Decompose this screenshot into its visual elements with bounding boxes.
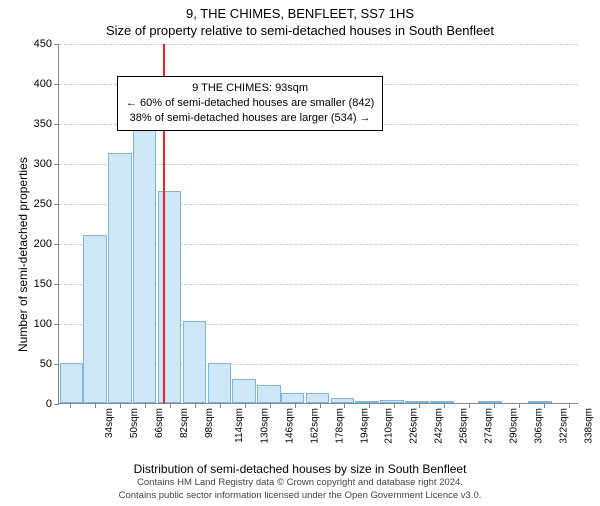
histogram-bar	[232, 379, 256, 403]
x-tick-mark	[95, 403, 96, 408]
annotation-line3: 38% of semi-detached houses are larger (…	[126, 111, 374, 126]
y-tick-label: 250	[12, 198, 52, 210]
annotation-line1: 9 THE CHIMES: 93sqm	[126, 81, 374, 96]
histogram-bar	[306, 393, 330, 403]
x-axis-label: Distribution of semi-detached houses by …	[0, 462, 600, 476]
x-tick-label: 50sqm	[129, 408, 140, 438]
x-tick-mark	[270, 403, 271, 408]
x-tick-mark	[295, 403, 296, 408]
x-tick-label: 306sqm	[534, 408, 545, 444]
x-tick-label: 130sqm	[259, 408, 270, 444]
histogram-bar	[405, 401, 429, 403]
x-tick-mark	[344, 403, 345, 408]
x-tick-mark	[394, 403, 395, 408]
histogram-bar	[380, 400, 404, 403]
x-tick-label: 66sqm	[154, 408, 165, 438]
y-tick-label: 200	[12, 238, 52, 250]
x-tick-mark	[419, 403, 420, 408]
x-tick-label: 210sqm	[384, 408, 395, 444]
x-tick-mark	[120, 403, 121, 408]
x-tick-mark	[70, 403, 71, 408]
x-tick-label: 194sqm	[359, 408, 370, 444]
histogram-bar	[83, 235, 107, 403]
footer-line2: Contains public sector information licen…	[0, 490, 600, 502]
x-tick-label: 82sqm	[179, 408, 190, 438]
x-tick-mark	[494, 403, 495, 408]
y-tick-label: 0	[12, 398, 52, 410]
x-tick-label: 258sqm	[459, 408, 470, 444]
y-tick-label: 350	[12, 118, 52, 130]
y-tick-label: 450	[12, 38, 52, 50]
x-tick-label: 162sqm	[309, 408, 320, 444]
x-tick-mark	[245, 403, 246, 408]
footer-line1: Contains HM Land Registry data © Crown c…	[0, 477, 600, 489]
x-tick-mark	[195, 403, 196, 408]
histogram-bar	[528, 401, 552, 403]
x-tick-label: 322sqm	[558, 408, 569, 444]
y-tick-label: 100	[12, 318, 52, 330]
histogram-chart: 9 THE CHIMES: 93sqm ← 60% of semi-detach…	[58, 44, 578, 404]
histogram-bar	[355, 401, 379, 403]
histogram-bar	[430, 401, 454, 403]
x-tick-label: 114sqm	[234, 408, 245, 443]
x-tick-mark	[220, 403, 221, 408]
x-tick-mark	[519, 403, 520, 408]
y-tick-label: 400	[12, 78, 52, 90]
x-tick-mark	[320, 403, 321, 408]
x-tick-label: 338sqm	[583, 408, 594, 444]
histogram-bar	[158, 191, 182, 403]
histogram-bar	[281, 393, 305, 403]
y-tick-label: 150	[12, 278, 52, 290]
histogram-bar	[108, 153, 132, 403]
plot-area: 9 THE CHIMES: 93sqm ← 60% of semi-detach…	[58, 44, 578, 404]
address-title: 9, THE CHIMES, BENFLEET, SS7 1HS	[0, 6, 600, 21]
annotation-line2: ← 60% of semi-detached houses are smalle…	[126, 96, 374, 111]
x-tick-mark	[170, 403, 171, 408]
histogram-bar	[133, 125, 157, 403]
histogram-bar	[60, 363, 84, 403]
x-tick-label: 242sqm	[434, 408, 445, 444]
y-tick-label: 300	[12, 158, 52, 170]
histogram-bar	[257, 385, 281, 403]
subtitle: Size of property relative to semi-detach…	[0, 23, 600, 38]
x-tick-mark	[469, 403, 470, 408]
x-tick-mark	[369, 403, 370, 408]
x-tick-label: 226sqm	[409, 408, 420, 444]
y-tick-label: 50	[12, 358, 52, 370]
x-tick-label: 274sqm	[484, 408, 495, 444]
annotation-box: 9 THE CHIMES: 93sqm ← 60% of semi-detach…	[117, 76, 383, 131]
x-tick-label: 34sqm	[104, 408, 115, 438]
histogram-bar	[478, 401, 502, 403]
x-tick-mark	[569, 403, 570, 408]
x-tick-mark	[544, 403, 545, 408]
histogram-bar	[208, 363, 232, 403]
histogram-bar	[183, 321, 207, 403]
histogram-bar	[331, 398, 355, 403]
x-tick-mark	[145, 403, 146, 408]
x-tick-label: 290sqm	[509, 408, 520, 444]
footer-attrib: Contains HM Land Registry data © Crown c…	[0, 477, 600, 502]
x-tick-label: 178sqm	[334, 408, 345, 444]
x-tick-label: 98sqm	[204, 408, 215, 438]
y-tick-mark	[54, 404, 59, 405]
x-tick-label: 146sqm	[284, 408, 295, 444]
x-tick-mark	[444, 403, 445, 408]
